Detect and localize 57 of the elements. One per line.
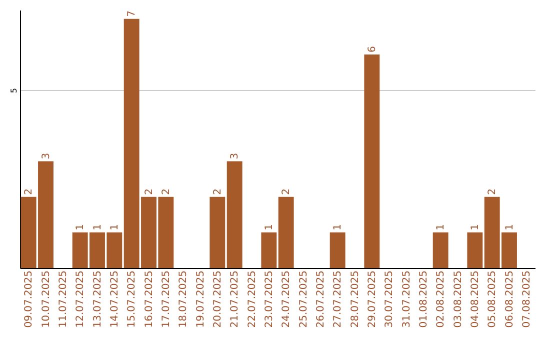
x-tick-label: 20.07.2025 bbox=[212, 270, 224, 328]
data-label: 1 bbox=[264, 224, 275, 230]
bar bbox=[210, 196, 226, 268]
x-tick-label: 19.07.2025 bbox=[195, 270, 206, 328]
x-tick-label: 15.07.2025 bbox=[126, 270, 138, 328]
x-tick-label: 16.07.2025 bbox=[144, 270, 155, 328]
y-tick-label: 5 bbox=[10, 88, 18, 94]
bar bbox=[364, 54, 380, 268]
x-tick-label: 23.07.2025 bbox=[264, 270, 275, 328]
data-label: 1 bbox=[504, 224, 516, 230]
data-label: 2 bbox=[160, 188, 172, 195]
x-tick-label: 28.07.2025 bbox=[350, 270, 361, 328]
data-label: 6 bbox=[366, 46, 378, 52]
data-label: 3 bbox=[40, 152, 52, 160]
x-tick-label: 29.07.2025 bbox=[366, 270, 378, 328]
data-label: 7 bbox=[126, 10, 138, 17]
x-tick-label: 26.07.2025 bbox=[315, 270, 326, 328]
x-tick-label: 21.07.2025 bbox=[230, 270, 241, 328]
bar bbox=[226, 161, 242, 268]
x-tick-label: 27.07.2025 bbox=[332, 270, 344, 328]
x-tick-label: 11.07.2025 bbox=[58, 270, 69, 328]
x-tick-label: 30.07.2025 bbox=[384, 270, 396, 328]
x-tick-label: 17.07.2025 bbox=[160, 270, 172, 328]
data-label: 3 bbox=[230, 152, 241, 160]
bar bbox=[432, 232, 448, 268]
x-tick-label: 10.07.2025 bbox=[40, 270, 52, 328]
data-label: 2 bbox=[212, 188, 224, 195]
x-tick-label: 13.07.2025 bbox=[92, 270, 104, 328]
data-label: 1 bbox=[75, 224, 86, 230]
data-label: 2 bbox=[24, 188, 35, 195]
bar bbox=[261, 232, 277, 268]
x-tick-label: 07.08.2025 bbox=[521, 270, 532, 328]
x-tick-label: 18.07.2025 bbox=[178, 270, 190, 328]
x-tick-label: 06.08.2025 bbox=[504, 270, 516, 328]
x-tick-label: 03.08.2025 bbox=[452, 270, 464, 328]
x-tick-label: 31.07.2025 bbox=[401, 270, 412, 328]
data-label: 1 bbox=[470, 224, 481, 230]
x-tick-label: 05.08.2025 bbox=[487, 270, 498, 328]
data-label: 2 bbox=[487, 188, 498, 195]
x-tick-label: 24.07.2025 bbox=[281, 270, 292, 328]
x-tick-label: 09.07.2025 bbox=[24, 270, 35, 328]
x-tick-label: 12.07.2025 bbox=[75, 270, 86, 328]
x-tick-label: 01.08.2025 bbox=[418, 270, 430, 328]
x-tick-label: 25.07.2025 bbox=[298, 270, 310, 328]
x-tick-label: 02.08.2025 bbox=[436, 270, 447, 328]
bar bbox=[330, 232, 346, 268]
data-label: 1 bbox=[332, 224, 344, 230]
x-tick-label: 14.07.2025 bbox=[109, 270, 120, 328]
data-label: 1 bbox=[109, 224, 120, 230]
x-tick-label: 04.08.2025 bbox=[470, 270, 481, 328]
data-label: 2 bbox=[144, 188, 155, 195]
data-label: 2 bbox=[281, 188, 292, 195]
x-tick-label: 22.07.2025 bbox=[246, 270, 258, 328]
bar bbox=[467, 232, 483, 268]
data-label: 1 bbox=[92, 224, 104, 230]
bar bbox=[278, 196, 294, 268]
data-label: 1 bbox=[436, 224, 447, 230]
